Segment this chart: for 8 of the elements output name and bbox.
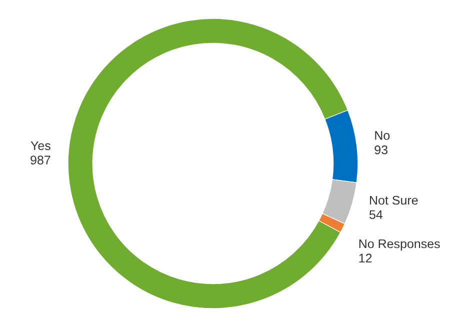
slice-label: No Responses bbox=[359, 239, 440, 251]
data-label: 12 bbox=[359, 254, 372, 262]
slice-label: Yes bbox=[30, 141, 50, 150]
data-label: 54 bbox=[369, 210, 383, 220]
slice-label: Not Sure bbox=[370, 196, 418, 205]
data-label: 987 bbox=[30, 156, 50, 164]
slice-label: No bbox=[375, 131, 390, 140]
data-label: 93 bbox=[374, 145, 388, 154]
